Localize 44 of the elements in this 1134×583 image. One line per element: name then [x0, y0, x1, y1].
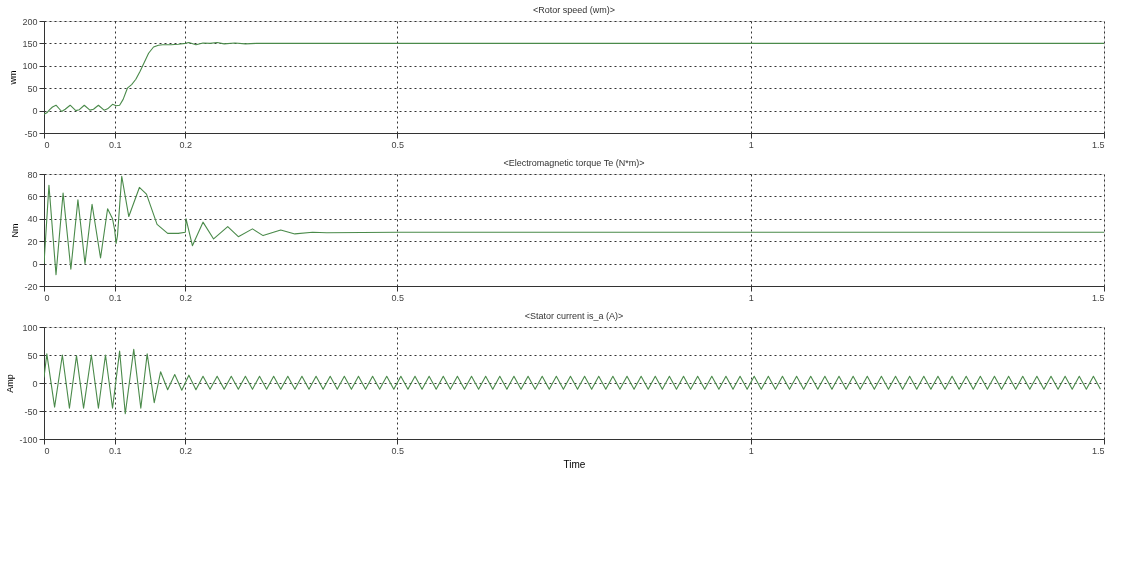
y-tick-label: 100	[22, 61, 38, 72]
x-tick-label: 1	[748, 292, 754, 303]
y-tick-label: 50	[27, 350, 38, 361]
chart-title: <Rotor speed (wm)>	[532, 5, 616, 15]
line-series	[44, 348, 1102, 415]
x-tick-label: 0	[44, 139, 50, 150]
x-tick-label: 0.1	[108, 139, 122, 150]
x-tick-label: 0.1	[108, 445, 122, 456]
x-tick-label: 0.5	[391, 445, 405, 456]
y-tick-label: 80	[27, 169, 38, 180]
x-tick-label: 1	[748, 445, 754, 456]
y-tick-label: 60	[27, 191, 38, 202]
x-tick-label: 1.5	[1091, 292, 1105, 303]
line-series	[44, 41, 1104, 115]
y-tick-label: 0	[32, 106, 38, 117]
x-tick-label: 0.5	[391, 292, 405, 303]
y-tick-label: 100	[22, 322, 38, 333]
y-tick-label: 40	[27, 214, 38, 225]
x-tick-label: 0.1	[108, 292, 122, 303]
y-axis-title: Amp	[5, 374, 16, 393]
y-tick-label: 150	[22, 38, 38, 49]
x-tick-label: 0	[44, 292, 50, 303]
y-tick-label: -50	[24, 128, 38, 139]
y-tick-label: 50	[27, 83, 38, 94]
x-tick-label: 1	[748, 139, 754, 150]
x-tick-label: 0.2	[179, 445, 193, 456]
y-tick-label: 0	[32, 378, 38, 389]
y-axis-title: Nm	[10, 223, 21, 238]
x-tick-label: 0.2	[179, 292, 193, 303]
x-tick-label: 1.5	[1091, 139, 1105, 150]
y-tick-label: 20	[27, 236, 38, 247]
chart-title: <Electromagnetic torque Te (N*m)>	[503, 158, 645, 168]
y-tick-label: 0	[32, 259, 38, 270]
y-tick-label: -100	[19, 434, 38, 445]
x-axis-title: Time	[563, 458, 586, 470]
x-tick-label: 0.2	[179, 139, 193, 150]
x-tick-label: 1.5	[1091, 445, 1105, 456]
y-tick-label: -20	[24, 281, 38, 292]
x-tick-label: 0.5	[391, 139, 405, 150]
y-axis-title: wm	[8, 70, 19, 86]
x-tick-label: 0	[44, 445, 50, 456]
chart-title: <Stator current is_a (A)>	[524, 311, 624, 321]
y-tick-label: -50	[24, 406, 38, 417]
y-tick-label: 200	[22, 16, 38, 27]
